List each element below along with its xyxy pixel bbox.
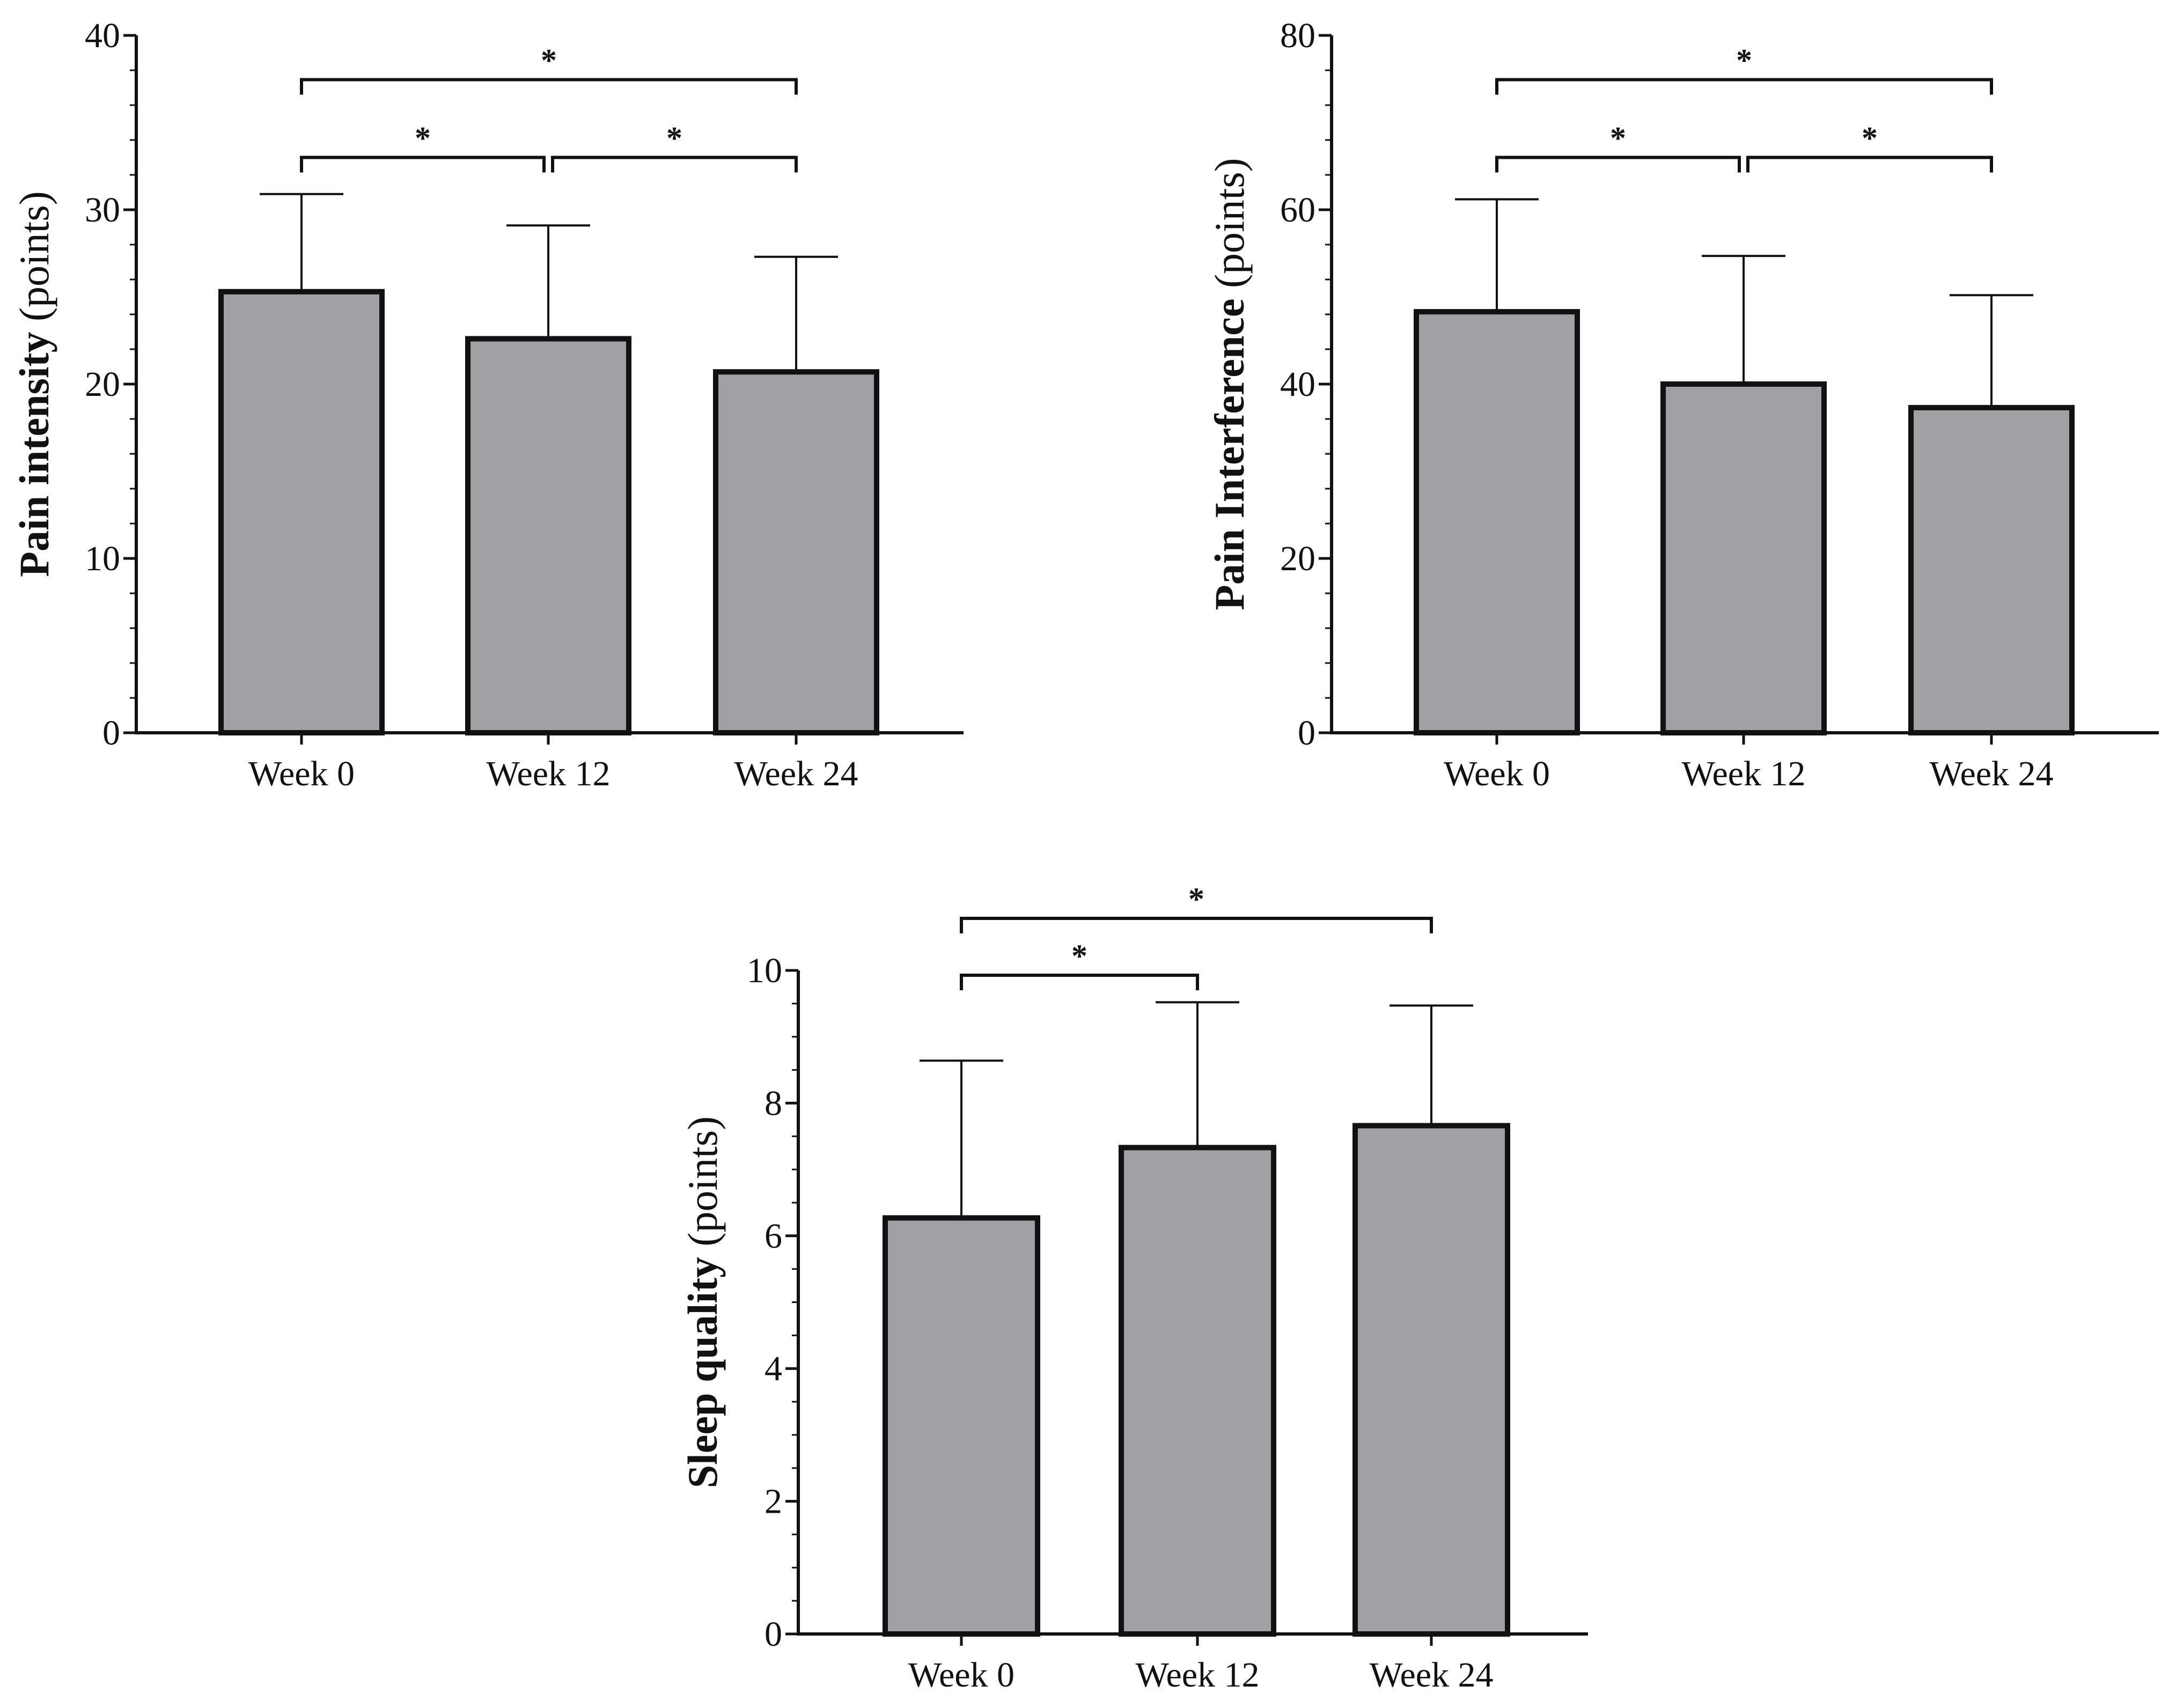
y-tick-label: 8 — [764, 1084, 782, 1123]
significance-bracket — [551, 156, 798, 173]
y-tick-label: 60 — [1280, 190, 1315, 230]
y-axis-label-bold: Pain Interference — [1206, 288, 1253, 610]
significance-star: * — [1610, 121, 1626, 156]
y-tick-label: 2 — [764, 1482, 782, 1521]
chart-pain-intensity: 0 10 20 30 40 Week 0 Week 12 Week 24 Pain intens… — [11, 16, 964, 793]
chart-sleep-quality: 0 2 4 6 8 10 Week 0 Week 12 Week 24 Sleep quality… — [679, 881, 1588, 1695]
x-tick-label: Week 24 — [1929, 754, 2053, 793]
significance-star: * — [415, 121, 431, 156]
y-axis-label-bold: Sleep quality — [679, 1246, 726, 1488]
bar-week-12 — [465, 336, 631, 735]
bar-week-0 — [218, 289, 385, 735]
bar-week-0 — [883, 1215, 1040, 1637]
y-tick-label: 10 — [85, 539, 120, 578]
y-tick-label: 0 — [1298, 713, 1315, 753]
y-axis-label: Sleep quality (points) — [679, 1116, 726, 1488]
y-tick-label: 30 — [85, 190, 120, 230]
x-tick-label: Week 0 — [908, 1655, 1015, 1695]
x-tick-label: Week 0 — [248, 754, 355, 793]
y-tick-label: 20 — [1280, 539, 1315, 578]
significance-bracket — [960, 917, 1433, 933]
significance-bracket — [1746, 156, 1993, 173]
significance-bracket — [1495, 78, 1993, 95]
y-tick-label: 20 — [85, 365, 120, 404]
bar-week-0 — [1414, 309, 1580, 735]
significance-star: * — [541, 43, 557, 78]
x-tick-label: Week 0 — [1444, 754, 1550, 793]
y-tick-label: 40 — [1280, 365, 1315, 404]
x-tick-label: Week 12 — [1135, 1655, 1259, 1695]
y-tick-label: 10 — [747, 951, 782, 990]
bar-week-12 — [1119, 1145, 1276, 1637]
y-tick-label: 80 — [1280, 16, 1315, 55]
y-axis-label-bold: Pain intensity — [11, 321, 57, 577]
bar-week-12 — [1660, 381, 1827, 735]
significance-star: * — [1071, 938, 1087, 974]
significance-bracket — [960, 974, 1199, 990]
y-tick-label: 4 — [764, 1349, 782, 1388]
bar-week-24 — [1908, 404, 2075, 735]
x-tick-label: Week 12 — [1681, 754, 1805, 793]
y-axis-label: Pain intensity (points) — [11, 191, 57, 577]
y-axis-label-unit: (points) — [679, 1116, 726, 1247]
significance-bracket — [1495, 156, 1741, 173]
significance-star: * — [1188, 881, 1204, 917]
y-axis-label-unit: (points) — [1206, 158, 1253, 288]
significance-star: * — [1736, 43, 1752, 78]
x-tick-label: Week 12 — [486, 754, 610, 793]
y-tick-label: 0 — [764, 1615, 782, 1654]
bar-week-24 — [1352, 1123, 1510, 1637]
x-tick-label: Week 24 — [1369, 1655, 1493, 1695]
bar-week-24 — [713, 369, 879, 735]
significance-star: * — [666, 121, 682, 156]
y-axis-label: Pain Interference (points) — [1206, 158, 1253, 610]
significance-star: * — [1862, 121, 1878, 156]
y-tick-label: 6 — [764, 1217, 782, 1256]
y-tick-label: 40 — [85, 16, 120, 55]
y-tick-label: 0 — [102, 713, 120, 753]
significance-bracket — [300, 156, 546, 173]
x-tick-label: Week 24 — [734, 754, 858, 793]
chart-pain-interference: 0 20 40 60 80 Week 0 Week 12 Week 24 Pain Interf… — [1206, 16, 2159, 793]
significance-bracket — [300, 78, 798, 95]
y-axis-label-unit: (points) — [11, 191, 57, 321]
